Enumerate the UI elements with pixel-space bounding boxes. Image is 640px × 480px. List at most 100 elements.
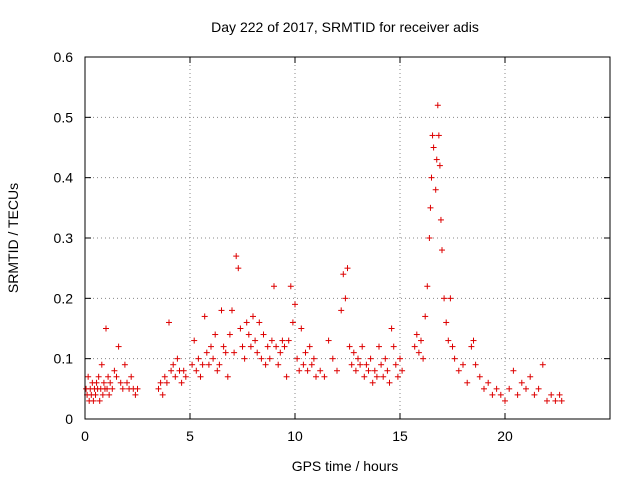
data-point — [552, 397, 559, 404]
data-point — [365, 367, 372, 374]
data-point — [355, 355, 361, 362]
data-point — [380, 373, 387, 380]
data-point — [338, 307, 345, 314]
y-tick-label: 0.5 — [54, 109, 74, 125]
data-point — [247, 343, 254, 350]
data-point — [334, 367, 340, 374]
data-point — [369, 379, 376, 386]
data-point — [106, 391, 113, 398]
data-point — [434, 102, 441, 109]
data-point — [386, 379, 393, 386]
data-point — [224, 373, 231, 380]
data-point — [436, 162, 443, 169]
data-point — [432, 186, 439, 193]
data-point — [174, 355, 181, 362]
data-point — [195, 355, 202, 362]
data-point — [93, 379, 100, 386]
data-point — [103, 325, 109, 332]
data-point — [166, 319, 172, 326]
data-point — [420, 355, 427, 362]
data-point — [302, 349, 309, 356]
data-point — [363, 361, 370, 368]
data-point — [109, 385, 116, 392]
data-point — [449, 343, 456, 350]
data-point — [96, 397, 103, 404]
data-point — [415, 349, 422, 356]
data-point — [199, 361, 206, 368]
data-point — [100, 379, 107, 386]
data-point — [510, 367, 517, 374]
data-point — [376, 343, 382, 350]
data-point — [254, 349, 261, 356]
data-point — [155, 385, 162, 392]
data-point — [132, 391, 139, 398]
y-tick-label: 0.2 — [54, 290, 74, 306]
data-point — [117, 379, 124, 386]
data-point — [111, 367, 118, 374]
data-point — [222, 349, 229, 356]
data-point — [435, 132, 442, 139]
data-point — [350, 349, 357, 356]
data-point — [378, 361, 385, 368]
data-point — [197, 373, 204, 380]
x-tick-label: 0 — [81, 428, 89, 444]
data-point — [304, 367, 311, 374]
data-point — [433, 156, 440, 163]
data-point — [506, 385, 513, 392]
data-point — [399, 367, 406, 374]
data-point — [535, 385, 542, 392]
data-point — [439, 247, 445, 254]
data-point — [262, 361, 269, 368]
data-point — [367, 355, 374, 362]
data-point — [325, 337, 332, 344]
data-point — [245, 331, 252, 338]
data-point — [388, 325, 395, 332]
data-point — [105, 373, 112, 380]
data-point — [493, 385, 500, 392]
data-point — [481, 385, 487, 392]
data-point — [447, 295, 454, 302]
data-point — [359, 343, 366, 350]
data-point — [308, 361, 315, 368]
data-point — [128, 373, 135, 380]
data-point — [382, 355, 389, 362]
data-point — [85, 373, 92, 380]
data-point — [556, 391, 563, 398]
data-point — [371, 367, 378, 374]
data-point — [214, 367, 221, 374]
data-point — [361, 373, 368, 380]
x-tick-label: 20 — [497, 428, 513, 444]
data-point — [235, 265, 242, 272]
data-point — [348, 361, 355, 368]
data-point — [437, 216, 444, 223]
data-point — [296, 367, 303, 374]
data-point — [212, 331, 219, 338]
data-point — [502, 397, 508, 404]
y-axis-label: SRMTID / TECUs — [5, 183, 21, 293]
data-point — [441, 295, 448, 302]
data-point — [472, 361, 479, 368]
data-point — [485, 379, 492, 386]
data-point — [413, 331, 420, 338]
data-point — [411, 343, 418, 350]
grid-lines — [85, 57, 610, 419]
data-point — [329, 355, 336, 362]
data-point — [321, 373, 328, 380]
data-point — [523, 385, 529, 392]
data-point — [264, 343, 271, 350]
data-point — [476, 373, 483, 380]
data-point — [294, 355, 301, 362]
data-point — [426, 235, 433, 241]
data-point — [189, 361, 196, 368]
x-tick-label: 15 — [392, 428, 408, 444]
data-point — [422, 313, 429, 320]
chart-title: Day 222 of 2017, SRMTID for receiver adi… — [211, 19, 479, 35]
data-point — [90, 397, 97, 404]
data-point — [201, 313, 208, 320]
data-point — [298, 325, 305, 332]
data-point — [229, 307, 235, 314]
data-point — [527, 373, 534, 380]
data-points — [83, 102, 565, 404]
data-point — [157, 379, 164, 386]
